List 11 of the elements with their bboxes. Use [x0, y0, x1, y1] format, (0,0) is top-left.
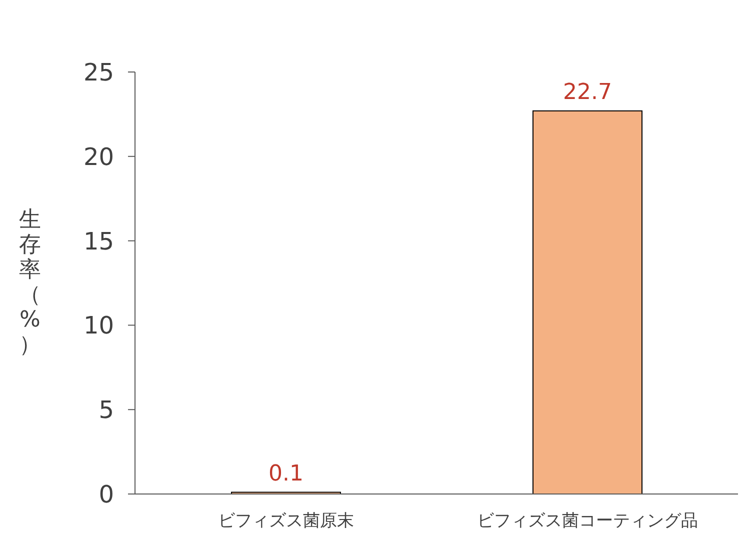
- y-tick-label: 5: [98, 396, 114, 424]
- y-tick-label: 0: [98, 480, 114, 509]
- y-tick-label: 10: [83, 312, 114, 340]
- data-label: 0.1: [268, 461, 304, 486]
- y-tick-label: 15: [83, 227, 114, 256]
- data-label: 22.7: [562, 80, 612, 105]
- y-axis-title: 生存率（%）: [19, 208, 41, 358]
- x-tick-label: ビフィズス菌コーティング品: [476, 511, 698, 532]
- y-tick-label: 20: [83, 142, 114, 171]
- y-tick-label: 25: [83, 58, 114, 87]
- x-tick-label: ビフィズス菌原末: [218, 511, 354, 532]
